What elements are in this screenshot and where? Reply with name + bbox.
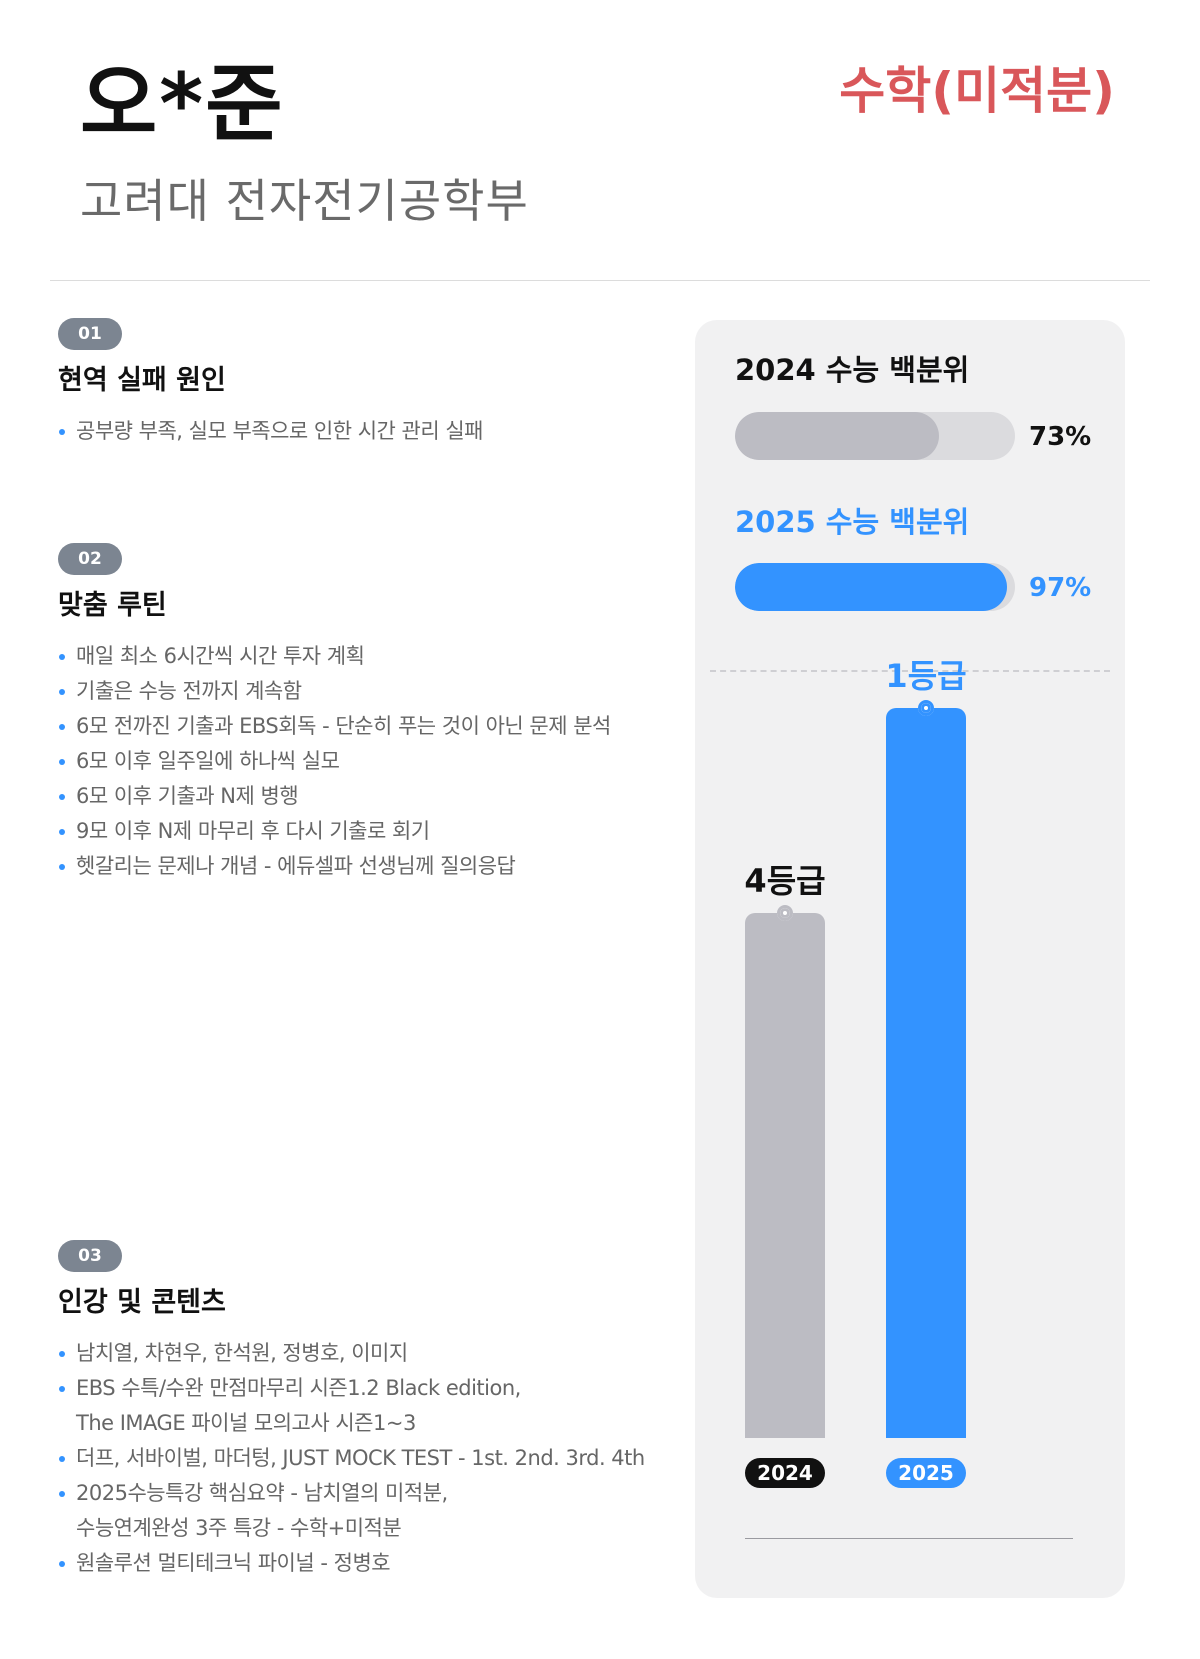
list-item: 더프, 서바이벌, 마더텅, JUST MOCK TEST - 1st. 2nd… [58,1441,678,1476]
list-item-line: The IMAGE 파이널 모의고사 시즌1~3 [76,1410,416,1435]
list-item: 6모 이후 일주일에 하나씩 실모 [58,744,678,779]
section-list: 남치열, 차현우, 한석원, 정병호, 이미지 EBS 수특/수완 만점마무리 … [58,1336,678,1581]
list-item: 공부량 부족, 실모 부족으로 인한 시간 관리 실패 [58,414,678,449]
percentile-2025-label: 2025 수능 백분위 [735,505,970,539]
list-item: 9모 이후 N제 마무리 후 다시 기출로 회기 [58,814,678,849]
list-item: 2025수능특강 핵심요약 - 남치열의 미적분, 수능연계완성 3주 특강 - … [58,1476,678,1546]
results-panel: 2024 수능 백분위 73% 2025 수능 백분위 97% 4등급 2024 1… [695,320,1125,1598]
list-item-line: 남치열, 차현우, 한석원, 정병호, 이미지 [76,1340,408,1365]
year-tick-label-2024: 2024 [745,1458,825,1488]
section-number-badge: 03 [58,1240,122,1272]
list-item-line: 원솔루션 멀티테크닉 파이널 - 정병호 [76,1550,391,1575]
header-divider [50,280,1150,281]
section-lectures-contents: 03 인강 및 콘텐츠 남치열, 차현우, 한석원, 정병호, 이미지 EBS … [58,1240,678,1581]
section-list: 공부량 부족, 실모 부족으로 인한 시간 관리 실패 [58,414,678,449]
section-title: 맞춤 루틴 [58,590,167,621]
chart-baseline [745,1538,1073,1539]
list-item: 남치열, 차현우, 한석원, 정병호, 이미지 [58,1336,678,1371]
percentile-2025-fill [735,563,1007,611]
list-item-line: EBS 수특/수완 만점마무리 시즌1.2 Black edition, [76,1375,521,1400]
percentile-2025-value: 97% [1029,573,1092,603]
list-item: 매일 최소 6시간씩 시간 투자 계획 [58,639,678,674]
percentile-2024-value: 73% [1029,422,1092,452]
grade-value-label-2024: 4등급 [744,862,826,901]
percentile-2024-fill [735,412,940,460]
grade-bar-2024 [745,913,825,1438]
list-item-line: 수능연계완성 3주 특강 - 수학+미적분 [76,1515,402,1540]
percentile-2024-track [735,412,1015,460]
list-item: EBS 수특/수완 만점마무리 시즌1.2 Black edition, The … [58,1371,678,1441]
subject-title: 수학(미적분) [839,62,1115,120]
percentile-2024-label: 2024 수능 백분위 [735,353,970,387]
section-number-badge: 02 [58,543,122,575]
section-title: 인강 및 콘텐츠 [58,1287,226,1318]
list-item: 원솔루션 멀티테크닉 파이널 - 정병호 [58,1546,678,1581]
grade-bar-marker-2024 [777,905,793,922]
list-item: 6모 이후 기출과 N제 병행 [58,779,678,814]
section-custom-routine: 02 맞춤 루틴 매일 최소 6시간씩 시간 투자 계획 기출은 수능 전까지 … [58,543,678,884]
section-failure-cause: 01 현역 실패 원인 공부량 부족, 실모 부족으로 인한 시간 관리 실패 [58,318,678,449]
list-item: 헷갈리는 문제나 개념 - 에듀셀파 선생님께 질의응답 [58,849,678,884]
list-item: 6모 전까진 기출과 EBS회독 - 단순히 푸는 것이 아닌 문제 분석 [58,709,678,744]
school-major: 고려대 전자전기공학부 [80,174,529,228]
year-tick-label-2025: 2025 [886,1458,966,1488]
list-item: 기출은 수능 전까지 계속함 [58,674,678,709]
section-number-badge: 01 [58,318,122,350]
list-item-line: 더프, 서바이벌, 마더텅, JUST MOCK TEST - 1st. 2nd… [76,1445,645,1470]
student-name: 오*준 [80,55,285,153]
grade-value-label-2025: 1등급 [885,657,967,695]
list-item-line: 2025수능특강 핵심요약 - 남치열의 미적분, [76,1480,448,1505]
grade-bar-2025 [886,708,966,1438]
section-title: 현역 실패 원인 [58,365,226,396]
grade-bar-marker-2025 [918,700,934,716]
dashed-divider [710,670,1110,672]
section-list: 매일 최소 6시간씩 시간 투자 계획 기출은 수능 전까지 계속함 6모 전까… [58,639,678,884]
percentile-2025-track [735,563,1015,611]
